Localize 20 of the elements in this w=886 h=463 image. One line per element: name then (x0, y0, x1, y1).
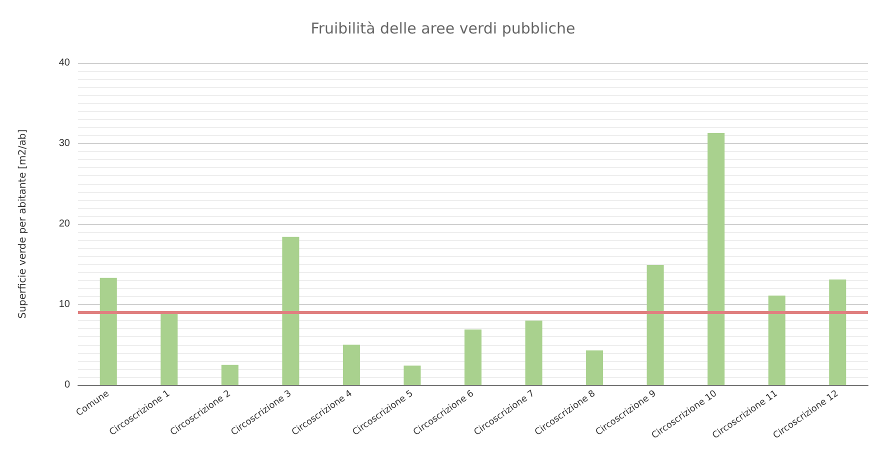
y-tick-label: 20 (58, 218, 70, 230)
bar (708, 133, 725, 385)
bar (160, 312, 178, 385)
bar (342, 344, 360, 385)
bar (829, 280, 846, 385)
bar (221, 364, 238, 385)
y-tick-label: 30 (58, 138, 70, 149)
bar (525, 320, 542, 385)
bar (404, 366, 421, 385)
bar (464, 329, 482, 385)
y-axis-title: Superficie verde per abitante [m2/ab] (18, 129, 28, 319)
bar (282, 236, 300, 385)
bar (768, 296, 786, 385)
y-tick-label: 10 (58, 299, 70, 310)
bar (100, 278, 117, 385)
y-tick-label: 40 (58, 58, 70, 68)
y-tick-label: 0 (64, 380, 70, 390)
bar (586, 350, 604, 385)
bar (646, 265, 664, 385)
chart-title: Fruibilità delle aree verdi pubbliche (310, 20, 576, 38)
